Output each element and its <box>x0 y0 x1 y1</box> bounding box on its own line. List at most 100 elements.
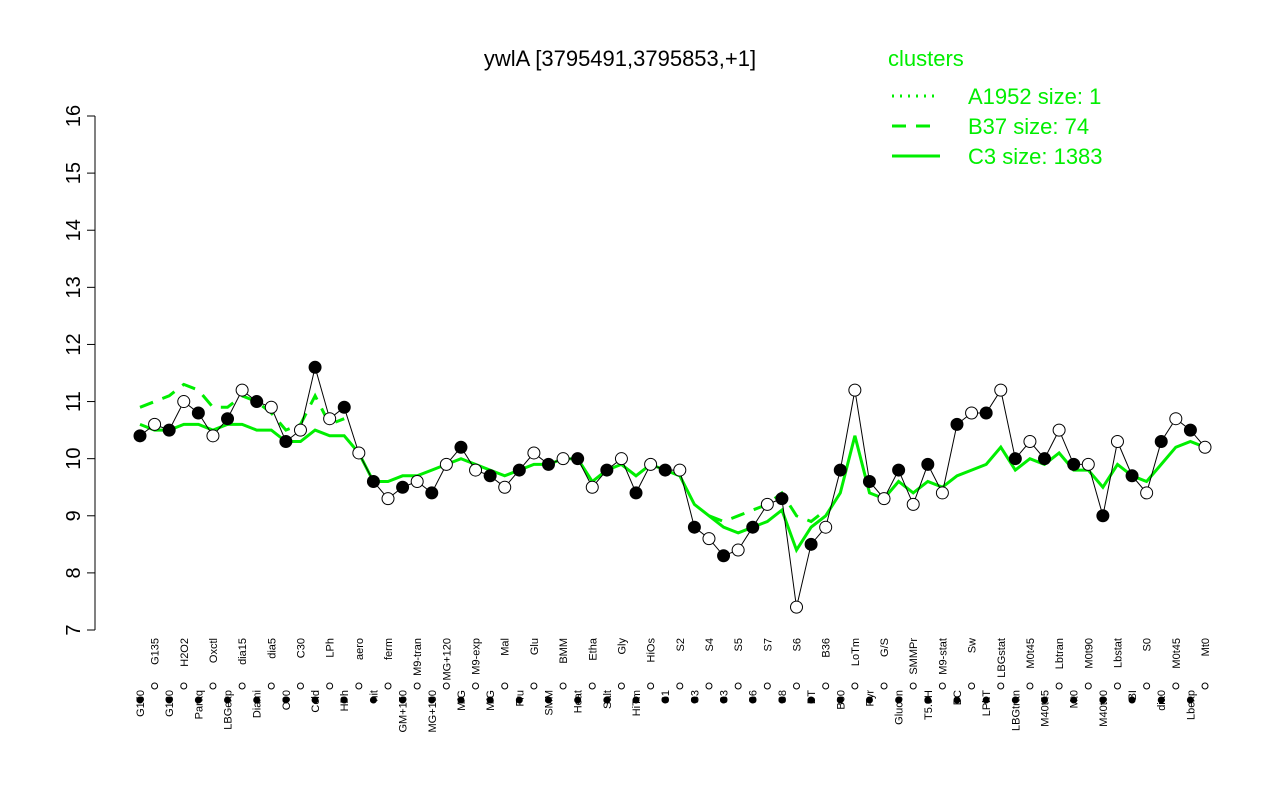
x-tick-label: BMM <box>558 638 570 664</box>
x-tick-label: LBGexp <box>223 690 235 730</box>
point <box>804 537 818 551</box>
category-dot <box>574 696 582 704</box>
x-tick-label: LPh <box>325 638 337 658</box>
x-tick-label: G/S <box>879 638 891 657</box>
x-tick-label: Lbexp <box>1185 690 1197 720</box>
category-dot <box>1026 682 1034 690</box>
point <box>585 480 599 494</box>
category-dot <box>909 682 917 690</box>
point <box>731 543 745 557</box>
point <box>1023 435 1037 449</box>
category-dot <box>515 696 523 704</box>
point <box>790 600 804 614</box>
legend-title: clusters <box>888 46 964 71</box>
point <box>425 486 439 500</box>
category-dot <box>413 682 421 690</box>
category-dot <box>326 682 334 690</box>
x-tick-label: S7 <box>762 638 774 651</box>
category-dot <box>151 682 159 690</box>
point <box>979 406 993 420</box>
x-tick-label: Mt0 <box>1200 638 1212 656</box>
point <box>498 480 512 494</box>
point <box>629 486 643 500</box>
category-dot <box>194 696 202 704</box>
category-dot <box>720 696 728 704</box>
point <box>1140 486 1154 500</box>
point <box>250 395 264 409</box>
x-tick-label: M40t45 <box>1040 690 1052 727</box>
x-tick-label: S4 <box>704 638 716 651</box>
category-dot <box>1070 696 1078 704</box>
category-dot <box>442 682 450 690</box>
x-tick-label: Lbtran <box>1054 638 1066 669</box>
category-dot <box>822 682 830 690</box>
category-dot <box>209 682 217 690</box>
point <box>746 520 760 534</box>
category-dot <box>559 682 567 690</box>
x-tick-label: Paraq <box>193 690 205 719</box>
category-dot <box>180 682 188 690</box>
point <box>994 383 1008 397</box>
x-tick-label: Gly <box>616 638 628 655</box>
x-tick-label: Sw <box>967 638 979 653</box>
x-tick-label: Oxctl <box>208 638 220 663</box>
point <box>308 360 322 374</box>
x-tick-label: Glucon <box>894 690 906 725</box>
category-dot <box>384 682 392 690</box>
category-dot <box>749 696 757 704</box>
y-tick-label: 14 <box>63 219 85 241</box>
x-tick-label: Diami <box>252 690 264 718</box>
point <box>133 429 147 443</box>
category-dot <box>501 682 509 690</box>
category-dot <box>165 696 173 704</box>
point <box>381 492 395 506</box>
x-tick-label: M0t45 <box>1171 638 1183 669</box>
x-tick-label: S6 <box>792 638 804 651</box>
category-dot <box>632 696 640 704</box>
point <box>1096 509 1110 523</box>
point <box>1183 423 1197 437</box>
category-dot <box>924 696 932 704</box>
category-dot <box>880 682 888 690</box>
category-dot <box>647 682 655 690</box>
point <box>717 549 731 563</box>
point <box>162 423 176 437</box>
x-tick-label: Etha <box>587 637 599 661</box>
cluster-line <box>139 422 1206 554</box>
point <box>906 497 920 511</box>
y-tick-label: 11 <box>63 391 85 412</box>
point <box>892 463 906 477</box>
x-tick-label: BI <box>1127 690 1139 700</box>
point <box>1169 412 1183 426</box>
y-tick-label: 8 <box>63 567 85 578</box>
point <box>221 412 235 426</box>
point <box>454 440 468 454</box>
x-tick-label: Glu <box>529 638 541 655</box>
point <box>541 457 555 471</box>
category-dot <box>807 696 815 704</box>
category-dot <box>530 682 538 690</box>
category-dot <box>472 682 480 690</box>
point <box>702 532 716 546</box>
y-tick-label: 12 <box>63 333 85 355</box>
category-dot <box>224 696 232 704</box>
point <box>323 412 337 426</box>
x-tick-label: G150 <box>135 690 147 717</box>
x-tick-label: ferm <box>383 638 395 660</box>
category-dot <box>982 696 990 704</box>
point <box>1067 457 1081 471</box>
x-tick-label: T5.0H <box>923 690 935 720</box>
point <box>877 492 891 506</box>
point <box>760 497 774 511</box>
category-dot <box>734 682 742 690</box>
y-tick-label: 7 <box>63 624 85 635</box>
legend-label: A1952 size: 1 <box>968 84 1101 109</box>
x-tick-label: GM+150 <box>398 690 410 733</box>
point <box>264 400 278 414</box>
point <box>687 520 701 534</box>
point <box>571 452 585 466</box>
point <box>1008 452 1022 466</box>
point <box>1081 457 1095 471</box>
category-dot <box>399 696 407 704</box>
